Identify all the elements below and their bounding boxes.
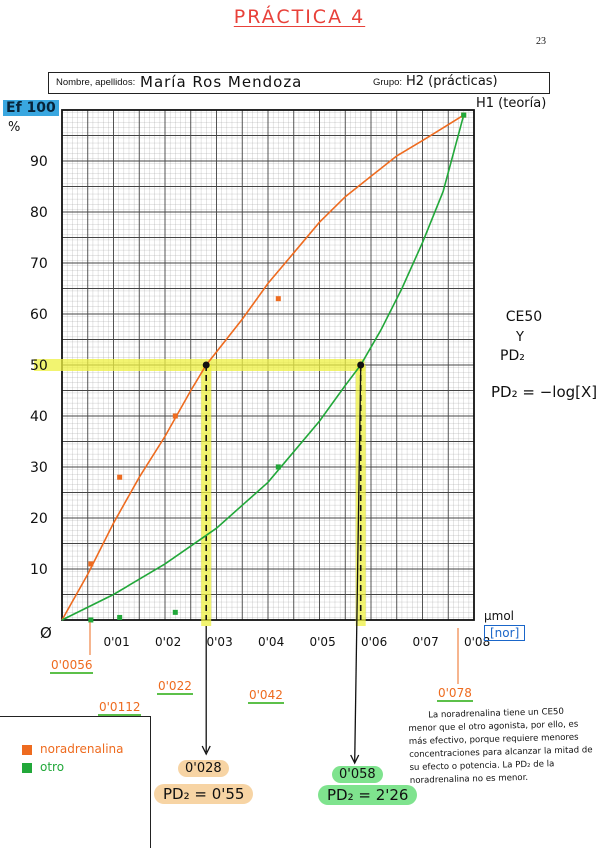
and-label: Y xyxy=(516,330,524,345)
data-point-otro xyxy=(172,609,178,615)
data-point-otro xyxy=(117,614,123,620)
curve-otro xyxy=(61,114,465,621)
x-marked-value: 0'078 xyxy=(437,686,473,702)
page-title: PRÁCTICA 4 xyxy=(233,6,366,28)
name-value: María Ros Mendoza xyxy=(140,73,303,91)
curves xyxy=(61,114,465,621)
x-tick-label: 0'01 xyxy=(104,635,130,649)
ce50-point-noradrenalina xyxy=(202,361,210,369)
x-tick-label: 0'03 xyxy=(207,635,233,649)
otro-pd2: PD₂ = 2'26 xyxy=(318,785,418,805)
data-point-otro xyxy=(88,617,94,623)
header-box xyxy=(48,72,550,94)
data-point-otro xyxy=(461,112,467,118)
data-point-otro xyxy=(275,464,281,470)
legend-label: noradrenalina xyxy=(40,742,124,756)
pd2-label: PD₂ xyxy=(500,348,525,364)
theory-group-label: H1 (teoría) xyxy=(476,96,547,111)
y-axis-unit: % xyxy=(8,120,21,135)
y-tick-label: 50 xyxy=(30,358,48,374)
y-axis-title: Ef 100 xyxy=(3,100,59,116)
ce50-label: CE50 xyxy=(505,309,543,325)
noradrenalina-ce50: 0'028 xyxy=(178,760,229,777)
ce50-horizontal-highlight xyxy=(34,359,365,371)
y-tick-label: 70 xyxy=(30,256,48,272)
otro-ce50: 0'058 xyxy=(332,766,383,783)
x-tick-label: 0'07 xyxy=(413,635,439,649)
group-label: Grupo: xyxy=(373,77,403,88)
legend-box xyxy=(0,716,151,848)
x-axis-unit: µmol xyxy=(484,609,514,623)
data-point-noradrenalina xyxy=(275,296,281,302)
data-points xyxy=(88,112,467,623)
name-label: Nombre, apellidos: xyxy=(56,77,136,88)
x-tick-label: 0'02 xyxy=(155,635,181,649)
origin-label: Ø xyxy=(40,624,52,642)
y-tick-label: 20 xyxy=(30,511,48,527)
y-tick-label: 30 xyxy=(30,460,48,476)
arrow-head-otro xyxy=(350,754,360,765)
arrow-head-noradrenalina xyxy=(201,745,211,756)
y-tick-label: 10 xyxy=(30,562,48,578)
y-tick-label: 40 xyxy=(30,409,48,425)
data-point-noradrenalina xyxy=(88,561,94,567)
curve-noradrenalina xyxy=(61,114,465,621)
ce50-point-otro xyxy=(357,361,365,369)
legend-swatch-otro xyxy=(22,762,32,773)
legend-swatch-noradrenalina xyxy=(22,744,32,755)
legend-item-noradrenalina: noradrenalina xyxy=(22,742,124,756)
legend-label: otro xyxy=(40,760,65,774)
legend-item-otro: otro xyxy=(22,760,64,774)
y-tick-label: 90 xyxy=(30,154,48,170)
conclusion-paragraph: La noradrenalina tiene un CE50 menor que… xyxy=(408,706,593,786)
x-axis-unit-boxed: [nor] xyxy=(484,625,526,641)
axis-labels: 10 20 30 40 50 60 70 80 90 0'01 0'02 0'03 0'04 0'05 0'… xyxy=(30,154,490,649)
data-point-noradrenalina xyxy=(117,474,123,480)
x-marked-value: 0'0112 xyxy=(98,700,142,716)
x-marked-value: 0'0056 xyxy=(50,658,94,674)
conclusion-text: La noradrenalina tiene un CE50 menor que… xyxy=(408,705,596,788)
x-tick-label: 0'05 xyxy=(310,635,336,649)
page-number: 23 xyxy=(536,36,546,47)
arrow-line-otro xyxy=(354,368,362,763)
data-point-noradrenalina xyxy=(172,413,178,419)
noradrenalina-pd2: PD₂ = 0'55 xyxy=(154,784,254,804)
y-tick-label: 80 xyxy=(30,205,48,221)
x-tick-label: 0'08 xyxy=(464,635,490,649)
annotations xyxy=(89,368,459,765)
x-tick-label: 0'04 xyxy=(258,635,284,649)
pd2-formula: PD₂ = −log[X] xyxy=(491,383,598,401)
x-marked-value: 0'022 xyxy=(157,679,193,695)
y-tick-label: 60 xyxy=(30,307,48,323)
x-marked-value: 0'042 xyxy=(248,688,284,704)
x-tick-label: 0'06 xyxy=(361,635,387,649)
group-value: H2 (prácticas) xyxy=(406,74,498,89)
